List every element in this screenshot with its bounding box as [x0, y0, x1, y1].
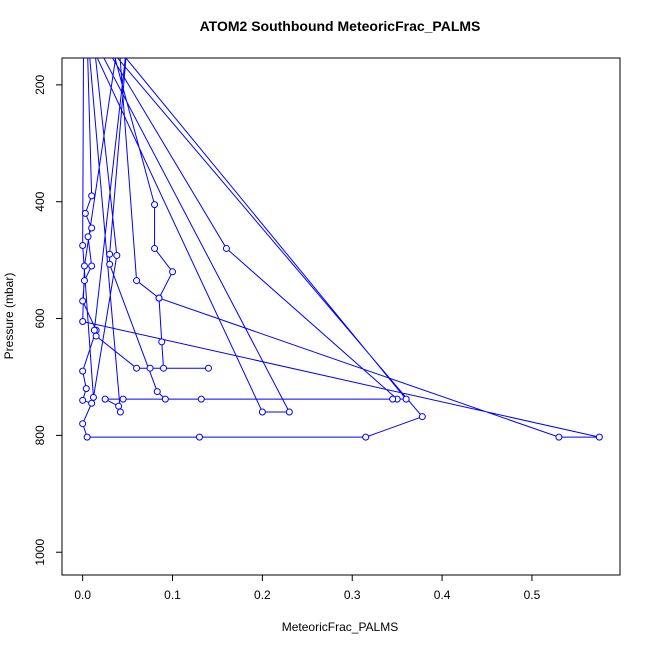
data-line: [82, 58, 600, 438]
x-tick-label: 0.3: [344, 588, 361, 602]
chart-title: ATOM2 Southbound MeteoricFrac_PALMS: [200, 18, 481, 34]
y-tick-label: 400: [33, 191, 47, 211]
data-point: [101, 395, 109, 403]
data-point: [90, 326, 98, 334]
data-point: [258, 408, 266, 416]
data-point: [133, 277, 141, 285]
data-point: [79, 367, 87, 375]
data-point: [106, 260, 114, 268]
data-point: [116, 408, 124, 416]
data-point: [151, 244, 159, 252]
x-axis-title: MeteoricFrac_PALMS: [282, 620, 398, 634]
data-point: [81, 35, 87, 41]
data-point: [116, 35, 122, 41]
data-point: [125, 35, 131, 41]
data-point: [595, 433, 603, 441]
data-point: [92, 332, 100, 340]
data-point: [222, 244, 230, 252]
plot-area: [79, 35, 603, 441]
data-point: [82, 385, 90, 393]
data-point: [107, 35, 113, 41]
data-point: [119, 395, 127, 403]
data-point: [418, 413, 426, 421]
data-point: [88, 224, 96, 232]
data-point: [83, 433, 91, 441]
data-point: [195, 433, 203, 441]
data-point: [362, 433, 370, 441]
data-point: [79, 420, 87, 428]
data-point: [80, 277, 88, 285]
data-point: [85, 35, 91, 41]
plot-frame: [61, 57, 621, 576]
data-point: [155, 294, 163, 302]
data-point: [161, 395, 169, 403]
y-tick-label: 800: [33, 425, 47, 445]
data-point: [115, 402, 123, 410]
data-point: [197, 395, 205, 403]
data-point: [79, 242, 87, 250]
data-point: [169, 268, 177, 276]
data-point: [88, 399, 96, 407]
data-point: [84, 233, 92, 241]
data-point: [113, 251, 121, 259]
data-point: [81, 209, 89, 217]
data-point: [555, 433, 563, 441]
data-point: [79, 317, 87, 325]
data-point: [79, 297, 87, 305]
y-tick-label: 200: [33, 75, 47, 95]
data-point: [389, 395, 397, 403]
data-point: [285, 408, 293, 416]
data-point: [133, 364, 141, 372]
x-tick-label: 0.4: [434, 588, 451, 602]
data-point: [84, 35, 90, 41]
data-point: [89, 393, 97, 401]
data-point: [88, 192, 96, 200]
data-point: [88, 262, 96, 270]
data-point: [153, 388, 161, 396]
x-tick-label: 0.2: [254, 588, 271, 602]
y-tick-label: 1000: [33, 539, 47, 566]
y-axis-title: Pressure (mbar): [2, 273, 16, 360]
data-point: [79, 396, 87, 404]
data-point: [106, 250, 114, 258]
data-point: [98, 35, 104, 41]
data-point: [204, 364, 212, 372]
data-point: [160, 364, 168, 372]
x-tick-label: 0.0: [74, 588, 91, 602]
data-point: [90, 35, 96, 41]
data-point: [402, 395, 410, 403]
x-tick-label: 0.5: [524, 588, 541, 602]
data-point: [146, 364, 154, 372]
data-point: [158, 338, 166, 346]
data-point: [151, 201, 159, 209]
x-tick-label: 0.1: [164, 588, 181, 602]
y-tick-label: 600: [33, 308, 47, 328]
data-point: [80, 262, 88, 270]
